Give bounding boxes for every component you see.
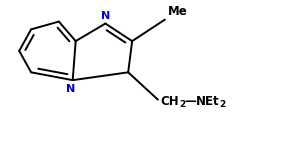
Text: 2: 2 [180, 100, 186, 109]
Text: —: — [185, 95, 196, 108]
Text: N: N [101, 11, 110, 21]
Text: Me: Me [168, 5, 188, 18]
Text: CH: CH [160, 95, 178, 108]
Text: NEt: NEt [196, 95, 219, 108]
Text: 2: 2 [219, 100, 226, 109]
Text: N: N [66, 84, 75, 94]
